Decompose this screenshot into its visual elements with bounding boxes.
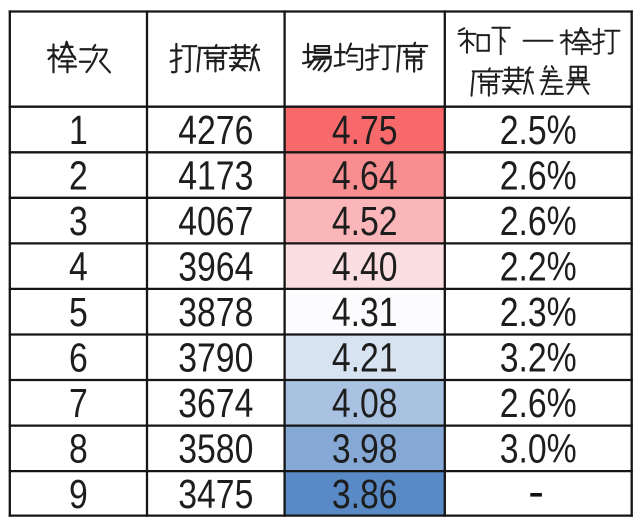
svg-text:3.2%: 3.2% [500,335,577,381]
svg-text:2: 2 [69,152,88,198]
svg-text:3878: 3878 [178,289,253,335]
svg-text:4.40: 4.40 [332,243,398,289]
svg-text:7: 7 [69,380,88,426]
svg-text:2.6%: 2.6% [500,380,577,426]
svg-text:4.31: 4.31 [332,289,398,335]
svg-text:4.75: 4.75 [332,107,398,153]
svg-text:3.98: 3.98 [332,426,398,472]
svg-text:4173: 4173 [178,152,253,198]
svg-text:3580: 3580 [178,426,253,472]
svg-text:2.5%: 2.5% [500,107,577,153]
svg-text:2.6%: 2.6% [500,198,577,244]
svg-text:4.64: 4.64 [332,152,398,198]
svg-text:4276: 4276 [178,107,253,153]
svg-text:3.0%: 3.0% [500,426,577,472]
svg-text:6: 6 [69,335,88,381]
svg-text:4: 4 [69,243,88,289]
svg-text:4.08: 4.08 [332,380,398,426]
svg-text:9: 9 [69,471,88,517]
svg-text:4067: 4067 [178,198,253,244]
svg-text:3.86: 3.86 [332,471,398,517]
svg-text:2.6%: 2.6% [500,152,577,198]
svg-text:3674: 3674 [178,380,253,426]
svg-text:5: 5 [69,289,88,335]
svg-text:3: 3 [69,198,88,244]
svg-text:3790: 3790 [178,335,253,381]
svg-text:2.2%: 2.2% [500,243,577,289]
svg-text:3475: 3475 [178,471,253,517]
svg-text:3964: 3964 [178,243,253,289]
svg-text:2.3%: 2.3% [500,289,577,335]
svg-text:4.21: 4.21 [332,335,398,381]
svg-text:1: 1 [69,107,88,153]
svg-text:4.52: 4.52 [332,198,398,244]
svg-text:8: 8 [69,426,88,472]
